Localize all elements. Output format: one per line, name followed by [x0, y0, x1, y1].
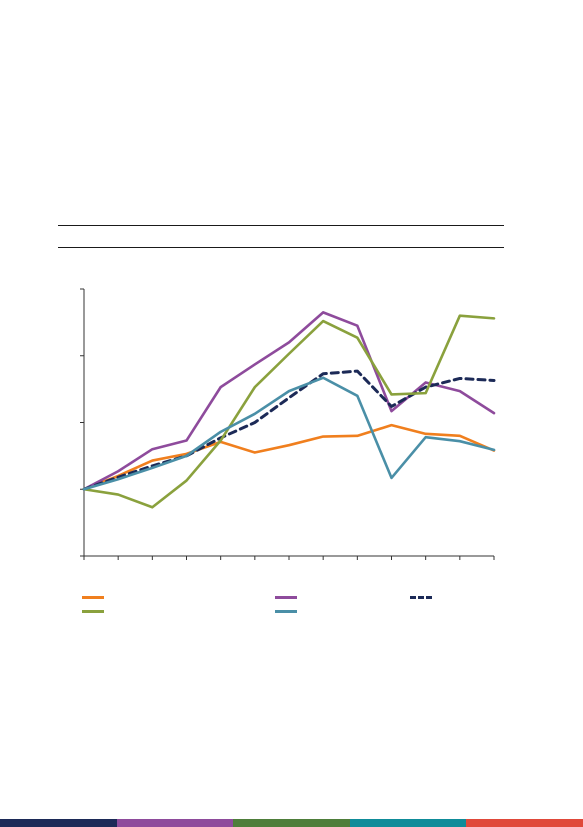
footer-stripe-segment-3 — [233, 819, 350, 827]
chart-axes — [80, 288, 495, 560]
legend-item-2 — [275, 596, 297, 599]
footer-stripe-segment-1 — [0, 819, 117, 827]
series-line-5 — [82, 376, 496, 491]
legend-swatch — [410, 596, 432, 599]
legend-item-5 — [275, 610, 297, 613]
header-rule-bottom — [58, 247, 504, 248]
footer-stripe-segment-5 — [466, 819, 583, 827]
chart-legend — [80, 596, 500, 626]
footer-stripe-segment-4 — [349, 819, 467, 827]
legend-swatch — [82, 610, 104, 613]
legend-item-1 — [82, 596, 104, 599]
legend-swatch — [275, 596, 297, 599]
series-line-4 — [82, 314, 496, 509]
series-line-3 — [82, 369, 496, 491]
chart-series — [82, 311, 496, 509]
line-chart — [80, 288, 496, 560]
footer-stripe-segment-2 — [116, 819, 234, 827]
legend-swatch — [275, 610, 297, 613]
legend-item-4 — [82, 610, 104, 613]
series-line-2 — [82, 311, 496, 491]
series-line-1 — [82, 423, 496, 491]
legend-swatch — [82, 596, 104, 599]
footer-color-stripe — [0, 819, 583, 827]
header-rule-top — [58, 225, 504, 226]
legend-item-3 — [410, 596, 432, 599]
